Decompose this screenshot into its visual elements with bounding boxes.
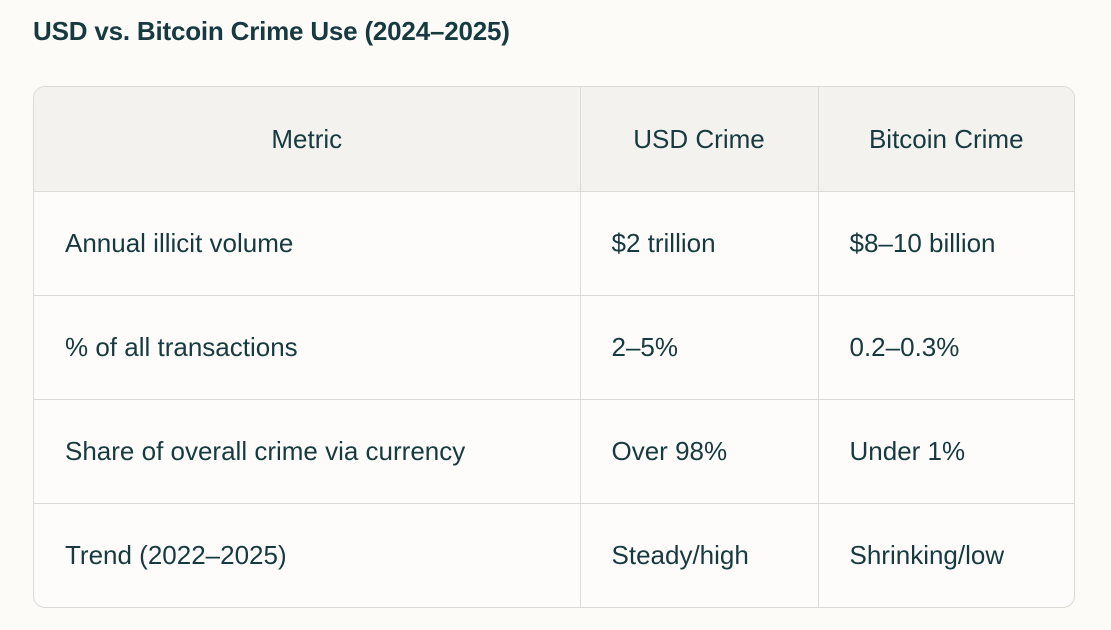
- table-row: % of all transactions 2–5% 0.2–0.3%: [34, 295, 1074, 400]
- table-title: USD vs. Bitcoin Crime Use (2024–2025): [33, 16, 510, 46]
- comparison-table: Metric USD Crime Bitcoin Crime Annual il…: [33, 86, 1075, 608]
- header-row: Metric USD Crime Bitcoin Crime: [34, 87, 1074, 192]
- cell-metric: Share of overall crime via currency: [34, 399, 581, 504]
- header-usd-crime: USD Crime: [580, 87, 819, 192]
- cell-metric: Trend (2022–2025): [34, 503, 581, 607]
- cell-bitcoin: $8–10 billion: [818, 191, 1074, 296]
- table-row: Share of overall crime via currency Over…: [34, 399, 1074, 504]
- cell-usd: 2–5%: [580, 295, 819, 400]
- cell-bitcoin: Shrinking/low: [849, 540, 1005, 570]
- cell-usd: Steady/high: [580, 503, 819, 607]
- header-bitcoin-crime: Bitcoin Crime: [818, 87, 1074, 192]
- table-row: Trend (2022–2025) Steady/high Shrinking/…: [34, 503, 1074, 607]
- cell-bitcoin: 0.2–0.3%: [818, 295, 1074, 400]
- cell-bitcoin: Under 1%: [818, 399, 1074, 504]
- cell-metric: % of all transactions: [34, 295, 581, 400]
- cell-metric: Annual illicit volume: [34, 191, 581, 296]
- table-row: Annual illicit volume $2 trillion $8–10 …: [34, 191, 1074, 296]
- header-metric: Metric: [34, 87, 581, 192]
- cell-usd: Over 98%: [580, 399, 819, 504]
- cell-usd: $2 trillion: [580, 191, 819, 296]
